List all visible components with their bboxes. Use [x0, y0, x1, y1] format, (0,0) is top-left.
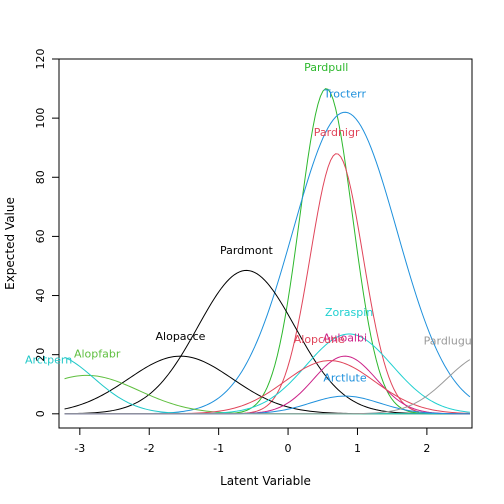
series-layer: [64, 88, 471, 415]
series-label-alopacce: Alopacce: [156, 330, 206, 343]
series-line-pardmont: [64, 269, 470, 415]
x-tick-label: 1: [354, 442, 361, 455]
series-label-alopfabr: Alopfabr: [74, 348, 121, 361]
series-label-trocterr: Trocterr: [323, 87, 367, 100]
x-tick-label: -1: [213, 442, 224, 455]
y-tick-label: 60: [34, 229, 47, 243]
series-label-alopcune: Alopcune: [294, 333, 345, 346]
x-tick-label: 2: [423, 442, 430, 455]
x-tick-label: 0: [285, 442, 292, 455]
y-tick-label: 120: [34, 49, 47, 70]
x-axis: -3 -2 -1 0 1 2: [74, 428, 430, 455]
series-label-pardmont: Pardmont: [220, 244, 274, 257]
series-line-pardnigr: [64, 153, 470, 415]
label-layer: Pardpull Trocterr Pardnigr Pardmont Alopacce…: [25, 61, 472, 384]
series-label-arctpern: Arctpern: [25, 354, 72, 367]
series-label-pardlugu: Pardlugu: [424, 334, 472, 347]
x-tick-label: -3: [74, 442, 85, 455]
y-tick-label: 80: [34, 170, 47, 184]
y-tick-label: 20: [34, 348, 47, 362]
series-label-pardpull: Pardpull: [304, 61, 348, 74]
series-label-zoraspin: Zoraspin: [325, 306, 373, 319]
y-tick-label: 100: [34, 108, 47, 129]
y-axis: 0 20 40 60 80 100 120: [34, 49, 59, 417]
series-label-auloalbi: Auloalbi: [323, 331, 367, 344]
y-tick-label: 40: [34, 289, 47, 303]
series-line-pardlugu: [64, 359, 471, 415]
y-axis-title: Expected Value: [3, 197, 17, 290]
series-line-trocterr: [64, 111, 471, 415]
x-axis-title: Latent Variable: [220, 474, 311, 488]
plot-frame: [58, 58, 473, 429]
series-label-pardnigr: Pardnigr: [314, 126, 360, 139]
series-label-arctlute: Arctlute: [323, 371, 367, 384]
series-line-zoraspin: [64, 333, 470, 415]
x-tick-label: -2: [144, 442, 155, 455]
y-tick-label: 0: [34, 410, 47, 417]
